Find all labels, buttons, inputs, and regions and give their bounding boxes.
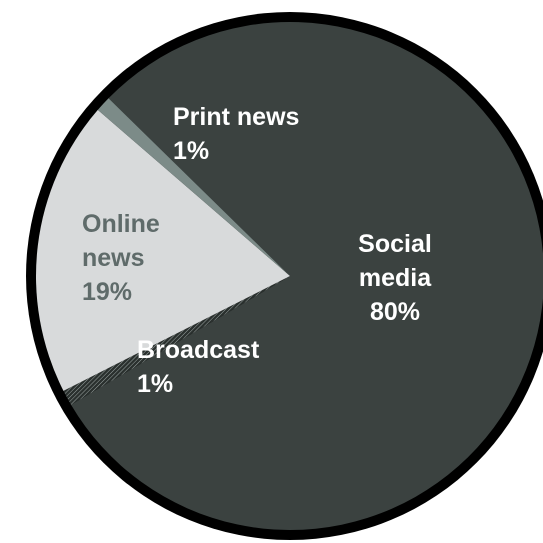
pie-slices: [35, 22, 543, 530]
pie-label-line: Online: [82, 210, 160, 238]
pie-label-broadcast: Broadcast 1%: [137, 336, 260, 398]
pie-labels: Social media 80% Broadcast 1% Online news 19% Pr…: [82, 103, 432, 398]
pie-slice-print-news: [97, 98, 290, 276]
pie-slice-online-news: [35, 109, 290, 391]
pie-label-line: 19%: [82, 278, 132, 306]
pie-label-line: 1%: [137, 370, 173, 398]
pie-label-line: news: [82, 244, 145, 272]
pie-label-line: 1%: [173, 137, 209, 165]
pie-label-line: Social: [358, 230, 432, 258]
pie-label-print-news: Print news 1%: [173, 103, 299, 165]
pie-slice-social-media: [71, 22, 543, 530]
pie-slice-broadcast: [63, 276, 291, 405]
pie-label-social-media: Social media 80%: [358, 230, 432, 326]
pie-label-online-news: Online news 19%: [82, 210, 160, 306]
pie-label-line: Print news: [173, 103, 299, 131]
pie-label-line: Broadcast: [137, 336, 260, 364]
pie-label-line: 80%: [370, 298, 420, 326]
pie-label-line: media: [359, 264, 432, 292]
